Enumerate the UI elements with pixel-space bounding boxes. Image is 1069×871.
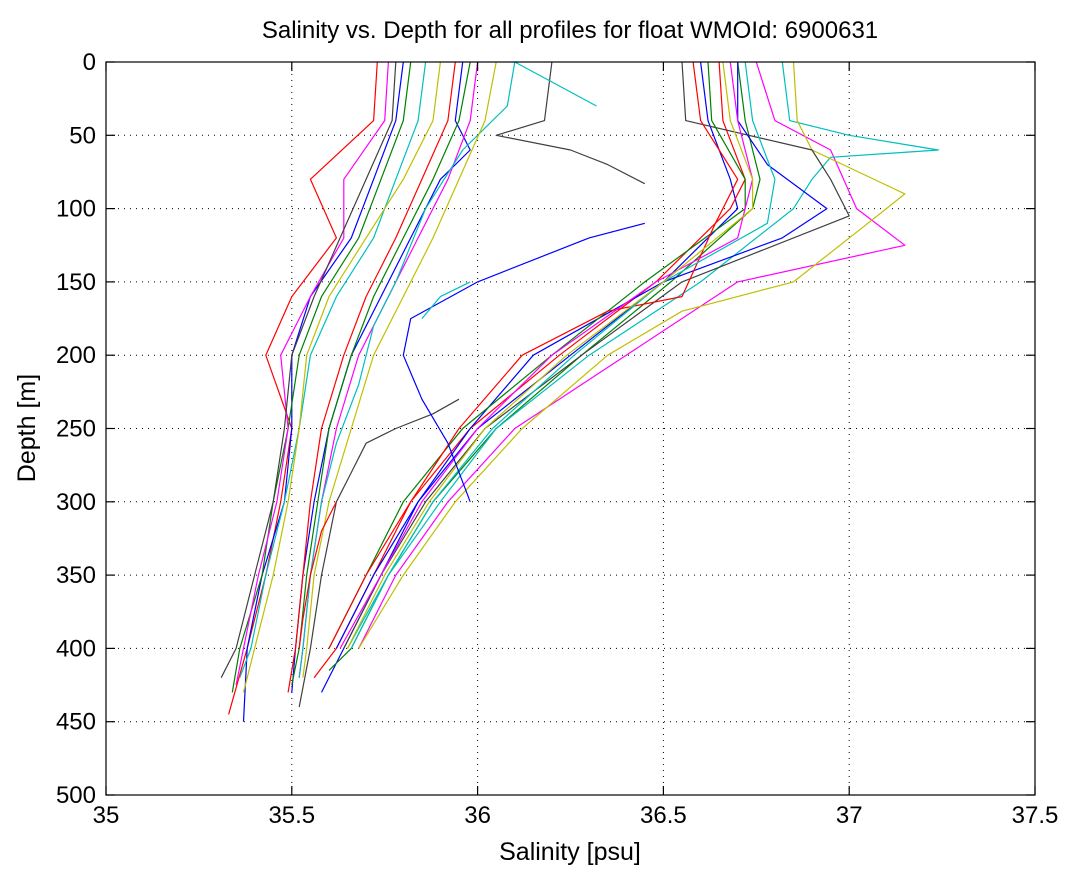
y-tick-label: 500 — [56, 782, 96, 809]
profile-line-13 — [302, 61, 497, 678]
profile-line-5 — [239, 61, 427, 678]
profile-line-21 — [350, 61, 940, 649]
x-tick-label: 37.5 — [1012, 802, 1059, 829]
profile-line-6 — [242, 61, 441, 693]
profile-line-22 — [358, 61, 906, 649]
x-tick-label: 37 — [836, 802, 863, 829]
profile-line-11 — [298, 61, 479, 678]
profile-line-25 — [328, 61, 746, 649]
profile-line-1 — [228, 61, 378, 715]
y-tick-label: 50 — [69, 122, 96, 149]
profile-line-28 — [346, 61, 776, 649]
axis-ticks: 35 35.5 36 36.5 37 37.5 0 50 100 150 200 250 300 350 4… — [56, 49, 1058, 829]
profile-line-4 — [235, 61, 389, 686]
y-tick-label: 200 — [56, 342, 96, 369]
profile-line-9 — [291, 61, 471, 686]
profile-line-7 — [220, 61, 397, 678]
profile-line-31 — [421, 281, 471, 319]
profile-line-32 — [298, 501, 337, 649]
profile-line-23 — [343, 61, 850, 649]
profile-line-27 — [339, 61, 754, 649]
profile-line-30 — [402, 222, 645, 503]
chart-title: Salinity vs. Depth for all profiles for … — [262, 17, 878, 44]
y-tick-label: 350 — [56, 562, 96, 589]
profile-line-14 — [495, 61, 646, 185]
x-tick-label: 35 — [93, 802, 120, 829]
profile-line-26 — [328, 61, 739, 649]
y-tick-label: 450 — [56, 709, 96, 736]
profile-line-3 — [231, 61, 412, 693]
y-tick-label: 300 — [56, 489, 96, 516]
x-tick-label: 36 — [464, 802, 491, 829]
profile-line-12 — [298, 61, 516, 678]
profile-line-2 — [242, 61, 404, 722]
y-tick-label: 250 — [56, 416, 96, 443]
profile-line-29 — [346, 61, 754, 649]
profile-line-16 — [514, 61, 597, 107]
y-tick-label: 150 — [56, 269, 96, 296]
profile-line-15 — [298, 398, 460, 708]
y-axis-label: Depth [m] — [13, 374, 41, 482]
profile-line-18 — [313, 61, 746, 679]
x-tick-label: 36.5 — [640, 802, 687, 829]
x-tick-label: 35.5 — [268, 802, 315, 829]
y-tick-label: 0 — [83, 49, 96, 76]
plot-area — [220, 61, 940, 722]
y-tick-label: 400 — [56, 635, 96, 662]
profile-line-10 — [287, 61, 456, 693]
y-tick-label: 100 — [56, 196, 96, 223]
profile-line-20 — [358, 61, 906, 649]
x-axis-label: Salinity [psu] — [499, 838, 641, 866]
